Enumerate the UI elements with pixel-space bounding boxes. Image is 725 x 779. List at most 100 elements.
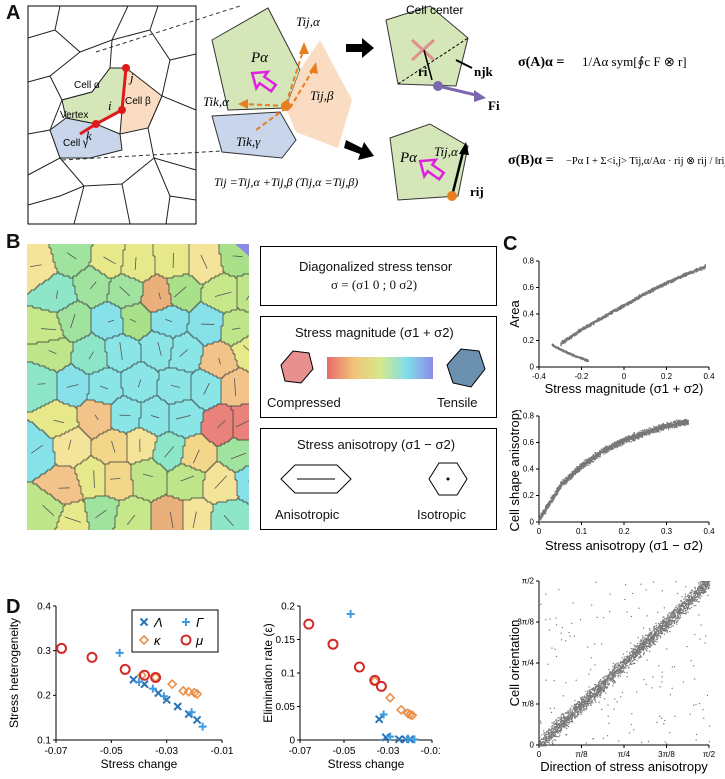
scatter-point xyxy=(618,306,621,308)
scatter-point xyxy=(585,742,587,744)
scatter-point xyxy=(616,444,618,446)
scatter-point xyxy=(653,427,655,429)
tissue-cell xyxy=(27,244,57,294)
scatter-point xyxy=(594,689,596,691)
scatter-point xyxy=(632,434,634,436)
scatter-point xyxy=(559,348,561,350)
scatter-point xyxy=(552,343,554,346)
scatter-point xyxy=(583,462,585,465)
scatter-point xyxy=(574,472,576,475)
scatter-point xyxy=(670,282,672,284)
scatter-point xyxy=(682,274,684,276)
scatter-point xyxy=(564,483,566,485)
tissue-cell xyxy=(189,244,223,284)
scatter-point xyxy=(705,586,708,589)
scatter-point xyxy=(613,310,615,312)
scatter-point xyxy=(684,420,686,423)
scatter-point xyxy=(650,427,652,429)
scatter-point xyxy=(667,424,669,426)
scatter-point xyxy=(625,664,627,666)
x-tick-label: 0.2 xyxy=(618,527,630,536)
scatter-point xyxy=(620,439,623,442)
scatter-point xyxy=(596,319,598,321)
scatter-point xyxy=(585,461,588,463)
scatter-point xyxy=(679,422,681,424)
scatter-point xyxy=(686,274,688,276)
scatter-point xyxy=(666,625,668,628)
scatter-point xyxy=(615,446,617,448)
scatter-point xyxy=(683,273,685,275)
scatter-point xyxy=(575,468,577,470)
scatter-point xyxy=(642,648,645,650)
scatter-point xyxy=(654,625,656,627)
scatter-point xyxy=(664,630,666,632)
scatter-point xyxy=(579,463,581,465)
scatter-point xyxy=(579,706,581,708)
scatter-point xyxy=(645,644,647,646)
scatter-point xyxy=(578,331,580,334)
scatter-point xyxy=(692,270,695,272)
scatter-point xyxy=(588,695,590,697)
scatter-point xyxy=(544,508,547,510)
scatter-point xyxy=(677,620,679,622)
scatter-point xyxy=(687,423,689,425)
scatter-point xyxy=(625,667,627,669)
scatter-point xyxy=(626,303,628,305)
scatter-point xyxy=(620,306,622,308)
scatter-point xyxy=(633,440,635,442)
scatter-point xyxy=(667,425,669,428)
scatter-point xyxy=(568,480,570,482)
scatter-point xyxy=(633,433,635,435)
scatter-point xyxy=(580,328,583,330)
label-r-i: ri xyxy=(418,64,428,79)
tissue-cell xyxy=(113,496,151,530)
scatter-point xyxy=(645,294,647,296)
scatter-point xyxy=(570,335,572,337)
scatter-point xyxy=(583,459,585,461)
scatter-point xyxy=(570,478,572,480)
scatter-point xyxy=(702,586,704,588)
tissue-cell xyxy=(89,244,125,278)
legend-box-magnitude: Stress magnitude (σ1 + σ2) Compressed Te… xyxy=(260,316,497,418)
scatter-point xyxy=(629,658,631,660)
scatter-point xyxy=(589,323,591,325)
scatter-point xyxy=(580,464,582,466)
scatter-point xyxy=(684,419,687,422)
scatter-point xyxy=(648,431,650,434)
scatter-point xyxy=(641,431,643,433)
scatter-point xyxy=(572,333,574,336)
scatter-point xyxy=(605,451,607,453)
scatter-point xyxy=(654,287,656,289)
scatter-point xyxy=(554,491,556,493)
scatter-point xyxy=(680,422,683,425)
scatter-point xyxy=(593,321,595,323)
scatter-point xyxy=(595,453,597,455)
anisotropy-bar xyxy=(42,504,55,516)
scatter-point xyxy=(562,341,565,343)
scatter-point xyxy=(550,497,552,500)
scatter-point xyxy=(648,646,650,648)
scatter-point xyxy=(544,509,547,511)
scatter-point xyxy=(630,438,632,441)
scatter-point xyxy=(684,275,687,277)
scatter-point xyxy=(624,306,626,308)
scatter-point xyxy=(548,501,550,503)
scatter-point xyxy=(626,439,628,441)
magnitude-title: Stress magnitude (σ1 + σ2) xyxy=(295,325,454,340)
scatter-point xyxy=(650,291,652,293)
scatter-point xyxy=(572,602,574,604)
scatter-point xyxy=(658,285,660,287)
scatter-point xyxy=(639,435,641,437)
scatter-point xyxy=(702,266,704,268)
scatter-point xyxy=(676,617,678,619)
scatter-point xyxy=(704,642,706,644)
scatter-point xyxy=(622,439,624,441)
scatter-point xyxy=(607,448,609,450)
tissue-cell xyxy=(27,482,65,530)
scatter-point xyxy=(646,293,648,295)
scatter-point xyxy=(543,511,545,514)
scatter-point xyxy=(597,317,600,319)
scatter-point xyxy=(674,424,676,426)
scatter-point xyxy=(630,656,632,659)
scatter-point xyxy=(602,447,604,449)
